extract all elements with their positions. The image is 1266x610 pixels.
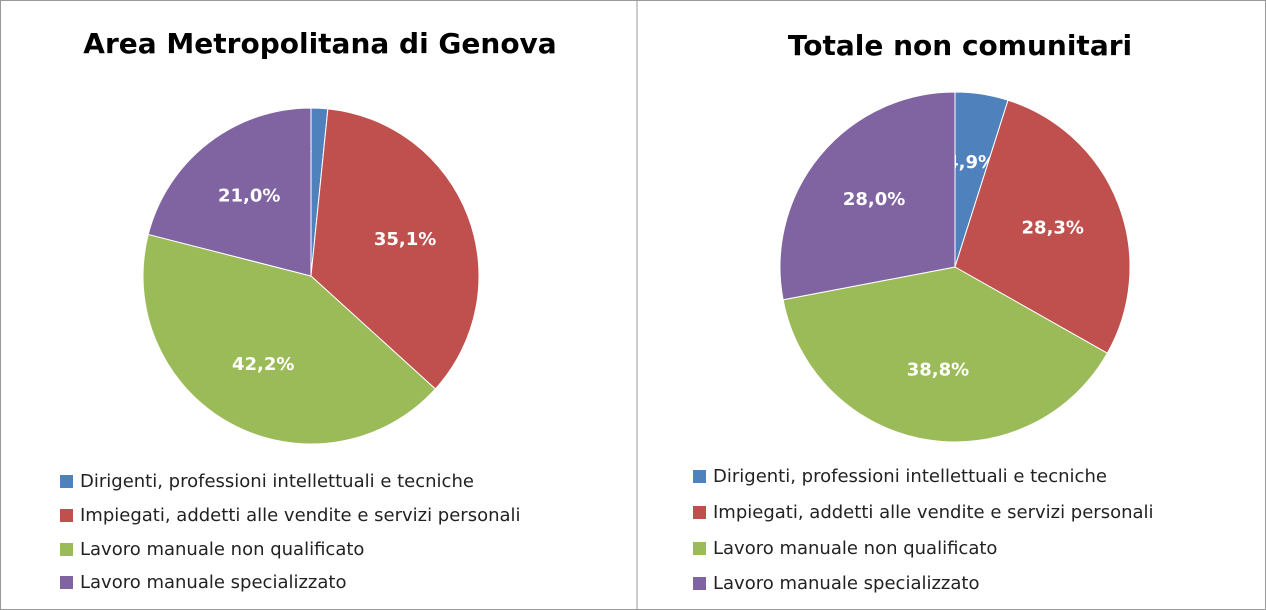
legend-label: Impiegati, addetti alle vendite e serviz… (713, 502, 1154, 523)
pie-slice (147, 107, 312, 277)
legend-swatch (693, 577, 706, 590)
legend-swatch (693, 542, 706, 555)
legend-swatch (693, 506, 706, 519)
value-label: 35,1% (374, 229, 436, 250)
legend-label: Lavoro manuale non qualificato (713, 538, 997, 559)
legend-label: Lavoro manuale specializzato (80, 572, 346, 593)
legend-swatch (60, 475, 73, 488)
legend-label: Lavoro manuale non qualificato (80, 539, 364, 560)
value-label: 4,9% (946, 152, 996, 173)
pie-slice (779, 91, 956, 301)
value-label: 28,0% (843, 189, 905, 210)
pie-slice (782, 266, 1108, 443)
legend-label: Lavoro manuale specializzato (713, 573, 979, 594)
legend-label: Dirigenti, professioni intellettuali e t… (713, 466, 1107, 487)
chart-title: Area Metropolitana di Genova (83, 27, 556, 60)
pie-slice (954, 99, 1131, 354)
value-label: 42,2% (232, 354, 294, 375)
legend-swatch (693, 470, 706, 483)
pie-slice (142, 233, 437, 445)
pie-slice (310, 108, 480, 390)
value-label: 28,3% (1022, 218, 1084, 239)
legend-swatch (60, 509, 73, 522)
legend-swatch (60, 576, 73, 589)
chart-title: Totale non comunitari (788, 29, 1132, 62)
value-label: 21,0% (218, 185, 280, 206)
legend-label: Impiegati, addetti alle vendite e serviz… (80, 505, 521, 526)
legend-label: Dirigenti, professioni intellettuali e t… (80, 471, 474, 492)
value-label: 38,8% (907, 360, 969, 381)
legend-swatch (60, 543, 73, 556)
